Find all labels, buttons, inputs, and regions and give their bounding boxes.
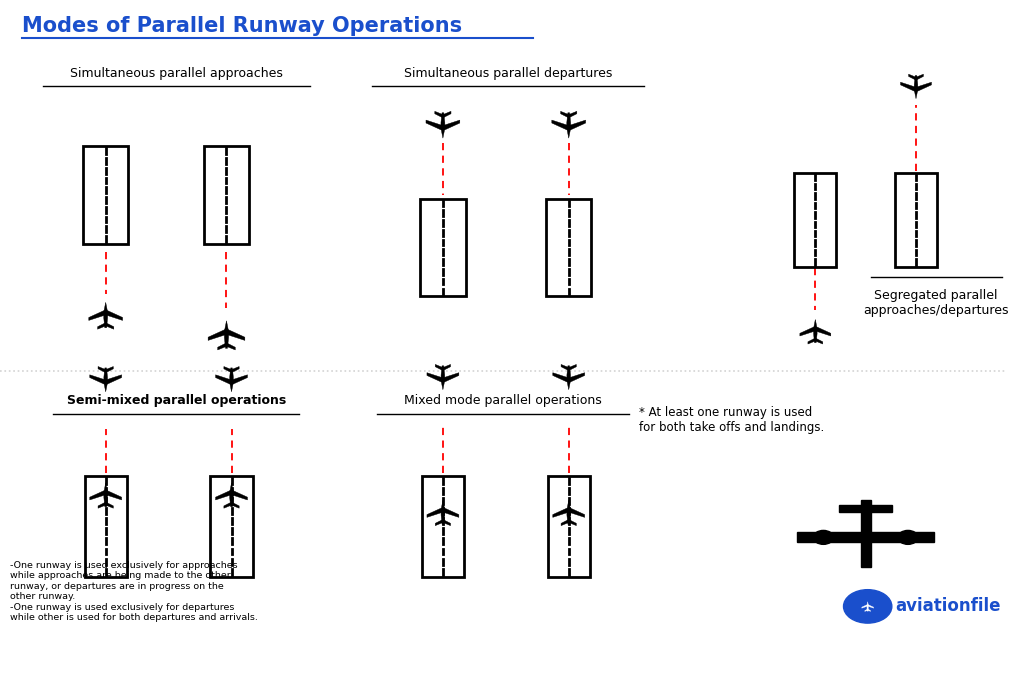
FancyBboxPatch shape	[548, 476, 590, 577]
Polygon shape	[103, 368, 108, 392]
Polygon shape	[553, 508, 585, 517]
Text: Simultaneous parallel approaches: Simultaneous parallel approaches	[70, 67, 283, 79]
Polygon shape	[567, 113, 570, 138]
Polygon shape	[561, 365, 577, 370]
Polygon shape	[435, 520, 451, 526]
Polygon shape	[229, 483, 233, 507]
Polygon shape	[103, 302, 108, 328]
Polygon shape	[229, 368, 233, 392]
Polygon shape	[813, 319, 817, 343]
Polygon shape	[216, 491, 248, 500]
Polygon shape	[89, 311, 123, 321]
Polygon shape	[216, 375, 248, 384]
Bar	[840, 505, 892, 512]
Polygon shape	[862, 605, 873, 608]
FancyBboxPatch shape	[546, 199, 592, 296]
Polygon shape	[560, 112, 577, 117]
Text: * At least one runway is used
for both take offs and landings.: * At least one runway is used for both t…	[639, 406, 824, 434]
Polygon shape	[552, 120, 586, 130]
Polygon shape	[435, 365, 451, 370]
Polygon shape	[553, 373, 585, 382]
Polygon shape	[441, 500, 444, 524]
Polygon shape	[224, 321, 228, 348]
Polygon shape	[90, 491, 122, 500]
Polygon shape	[441, 366, 444, 390]
Polygon shape	[567, 366, 570, 390]
Circle shape	[813, 530, 834, 544]
Polygon shape	[808, 339, 822, 344]
Polygon shape	[208, 330, 245, 340]
FancyBboxPatch shape	[895, 173, 937, 266]
FancyBboxPatch shape	[420, 199, 466, 296]
Polygon shape	[224, 503, 240, 508]
Polygon shape	[426, 120, 460, 130]
Polygon shape	[427, 373, 459, 382]
Polygon shape	[867, 602, 868, 611]
FancyBboxPatch shape	[422, 476, 464, 577]
Polygon shape	[800, 327, 830, 336]
Text: -One runway is used exclusively for approaches
while approaches are being made t: -One runway is used exclusively for appr…	[10, 561, 258, 622]
Text: aviationfile: aviationfile	[895, 597, 1000, 615]
Polygon shape	[97, 323, 114, 329]
Polygon shape	[908, 74, 924, 79]
Circle shape	[844, 590, 892, 623]
Text: Semi-mixed parallel operations: Semi-mixed parallel operations	[67, 395, 286, 407]
FancyBboxPatch shape	[204, 146, 249, 244]
Text: Mixed mode parallel operations: Mixed mode parallel operations	[404, 395, 602, 407]
Polygon shape	[914, 75, 918, 99]
Polygon shape	[103, 483, 108, 507]
Polygon shape	[98, 503, 114, 508]
Polygon shape	[98, 367, 114, 372]
Text: Modes of Parallel Runway Operations: Modes of Parallel Runway Operations	[23, 16, 462, 36]
Polygon shape	[441, 113, 444, 138]
Bar	[798, 532, 934, 542]
FancyBboxPatch shape	[210, 476, 253, 577]
Text: Segregated parallel
approaches/departures: Segregated parallel approaches/departure…	[863, 289, 1009, 317]
Polygon shape	[561, 520, 577, 526]
Polygon shape	[90, 375, 122, 384]
Polygon shape	[427, 508, 459, 517]
Text: Simultaneous parallel departures: Simultaneous parallel departures	[404, 67, 612, 79]
Polygon shape	[900, 82, 932, 91]
Circle shape	[898, 530, 918, 544]
FancyBboxPatch shape	[83, 146, 128, 244]
Polygon shape	[224, 367, 240, 372]
Polygon shape	[218, 344, 236, 350]
Polygon shape	[435, 112, 451, 117]
Polygon shape	[865, 609, 870, 611]
FancyBboxPatch shape	[85, 476, 127, 577]
Polygon shape	[567, 500, 570, 524]
FancyBboxPatch shape	[795, 173, 837, 266]
Bar	[860, 500, 870, 567]
